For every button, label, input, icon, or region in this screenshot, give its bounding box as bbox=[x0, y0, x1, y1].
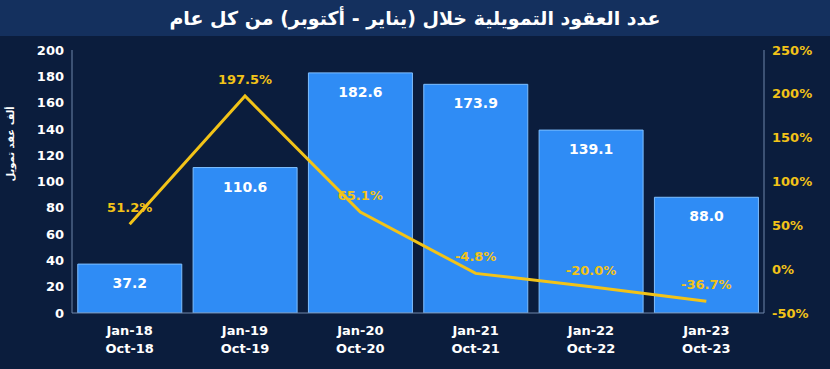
svg-text:65.1%: 65.1% bbox=[338, 188, 383, 203]
svg-text:ألف عقد تمويل: ألف عقد تمويل bbox=[4, 106, 17, 181]
svg-text:40: 40 bbox=[46, 253, 64, 268]
svg-text:200: 200 bbox=[37, 43, 64, 58]
svg-text:Jan-20: Jan-20 bbox=[336, 323, 383, 338]
svg-text:180: 180 bbox=[37, 69, 64, 84]
svg-text:Jan-18: Jan-18 bbox=[105, 323, 152, 338]
svg-text:140: 140 bbox=[37, 122, 64, 137]
svg-text:173.9: 173.9 bbox=[454, 95, 498, 111]
svg-text:Jan-22: Jan-22 bbox=[567, 323, 614, 338]
svg-text:-4.8%: -4.8% bbox=[455, 249, 496, 264]
svg-text:-50%: -50% bbox=[772, 306, 809, 321]
svg-text:120: 120 bbox=[37, 148, 64, 163]
svg-text:Jan-21: Jan-21 bbox=[451, 323, 498, 338]
svg-text:197.5%: 197.5% bbox=[218, 72, 272, 87]
svg-text:110.6: 110.6 bbox=[223, 179, 267, 195]
svg-text:50%: 50% bbox=[772, 218, 803, 233]
svg-text:250%: 250% bbox=[772, 43, 812, 58]
svg-text:-36.7%: -36.7% bbox=[681, 277, 732, 292]
svg-text:0%: 0% bbox=[772, 262, 794, 277]
svg-text:Oct-21: Oct-21 bbox=[451, 341, 499, 356]
svg-text:Oct-19: Oct-19 bbox=[221, 341, 269, 356]
svg-text:160: 160 bbox=[37, 95, 64, 110]
svg-text:Jan-23: Jan-23 bbox=[682, 323, 729, 338]
svg-text:88.0: 88.0 bbox=[689, 208, 724, 224]
svg-text:Oct-20: Oct-20 bbox=[336, 341, 384, 356]
svg-text:Oct-23: Oct-23 bbox=[682, 341, 730, 356]
svg-text:182.6: 182.6 bbox=[338, 84, 382, 100]
html-text:عدد العقود التمويلية خلال (ينا: عدد العقود التمويلية خلال (يناير - أكتوب… bbox=[169, 7, 661, 29]
svg-text:-20.0%: -20.0% bbox=[566, 263, 617, 278]
svg-text:139.1: 139.1 bbox=[569, 141, 613, 157]
svg-text:51.2%: 51.2% bbox=[107, 200, 152, 215]
svg-text:37.2: 37.2 bbox=[112, 275, 147, 291]
svg-text:20: 20 bbox=[46, 279, 64, 294]
svg-text:80: 80 bbox=[46, 200, 64, 215]
svg-text:0: 0 bbox=[55, 306, 64, 321]
svg-text:Oct-22: Oct-22 bbox=[567, 341, 615, 356]
svg-text:60: 60 bbox=[46, 227, 64, 242]
svg-text:Oct-18: Oct-18 bbox=[105, 341, 153, 356]
svg-text:100%: 100% bbox=[772, 174, 812, 189]
svg-text:150%: 150% bbox=[772, 130, 812, 145]
svg-text:200%: 200% bbox=[772, 86, 812, 101]
svg-text:100: 100 bbox=[37, 174, 64, 189]
svg-text:Jan-19: Jan-19 bbox=[221, 323, 268, 338]
